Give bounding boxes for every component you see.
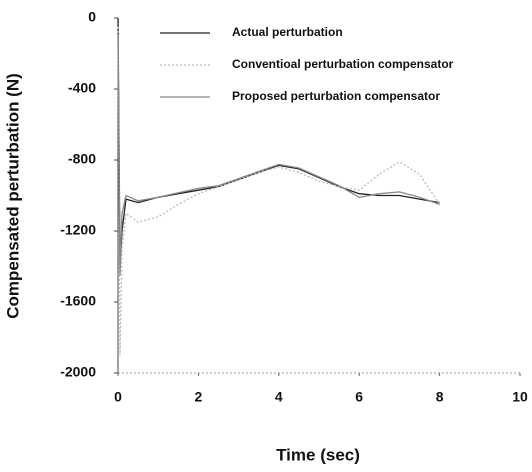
x-tick-label: 0 <box>114 389 122 405</box>
x-tick-label: 10 <box>512 389 528 405</box>
x-tick-label: 4 <box>275 389 283 405</box>
y-tick-label: -800 <box>68 151 96 167</box>
series-line <box>117 17 440 267</box>
x-tick-label: 2 <box>195 389 203 405</box>
y-axis-title: Compensated perturbation (N) <box>3 73 22 319</box>
x-tick-label: 8 <box>436 389 444 405</box>
series-line <box>117 26 441 356</box>
legend-label: Actual perturbation <box>232 25 343 39</box>
legend-label: Proposed perturbation compensator <box>232 89 440 103</box>
y-tick-label: -1600 <box>60 293 96 309</box>
y-tick-label: -1200 <box>60 222 96 238</box>
y-tick-label: 0 <box>88 9 96 25</box>
y-tick-label: -400 <box>68 80 96 96</box>
legend-label: Conventioal perturbation compensator <box>232 57 454 71</box>
y-tick-label: -2000 <box>60 364 96 380</box>
x-axis-title: Time (sec) <box>276 445 360 464</box>
x-tick-label: 6 <box>355 389 363 405</box>
series-line <box>117 35 440 276</box>
